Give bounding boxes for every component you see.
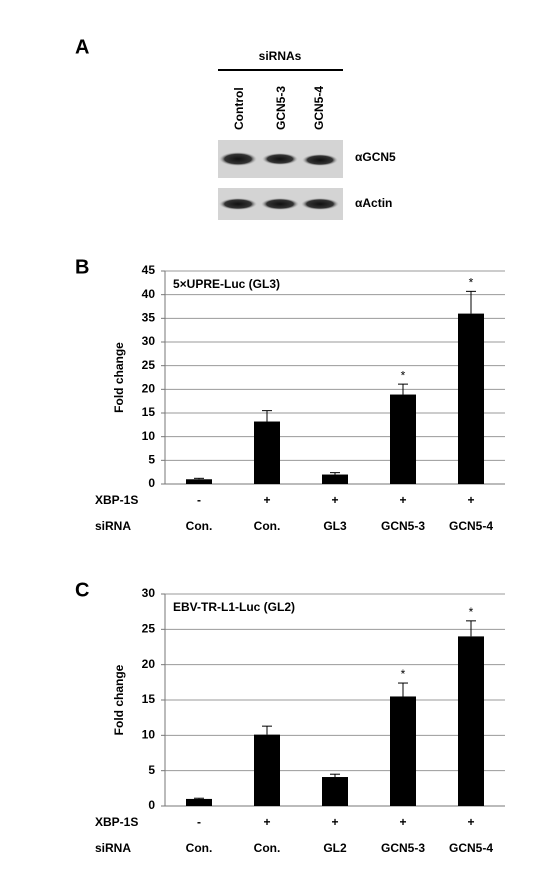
bar <box>186 798 212 806</box>
xbp1s-value: - <box>197 493 201 507</box>
xbp1s-value: + <box>331 815 338 829</box>
x-tick-label: GL3 <box>323 519 347 533</box>
xbp1s-value: + <box>331 493 338 507</box>
significance: * <box>401 368 406 382</box>
y-tick-label: 30 <box>142 334 156 348</box>
blot-label: αGCN5 <box>355 150 396 164</box>
y-tick-label: 5 <box>148 453 155 467</box>
x-tick-label: GCN5-4 <box>449 841 493 855</box>
blot-label: αActin <box>355 196 392 210</box>
blot-header: siRNAs <box>259 49 302 63</box>
significance: * <box>469 276 474 290</box>
bar <box>322 777 348 806</box>
lane-label: GCN5-4 <box>312 86 326 130</box>
row-label: siRNA <box>95 519 131 533</box>
x-tick-label: Con. <box>186 519 213 533</box>
y-tick-label: 35 <box>142 311 156 325</box>
bar <box>186 479 212 484</box>
bar <box>390 394 416 484</box>
bar <box>458 313 484 484</box>
title-bg <box>169 276 291 294</box>
x-tick-label: Con. <box>254 519 281 533</box>
chart-title: 5×UPRE-Luc (GL3) <box>173 277 280 291</box>
panel-label: B <box>75 256 89 278</box>
y-tick-label: 25 <box>142 358 156 372</box>
xbp1s-value: - <box>197 815 201 829</box>
y-tick-label: 10 <box>142 728 156 742</box>
title-bg <box>169 599 312 617</box>
xbp1s-value: + <box>263 493 270 507</box>
xbp1s-value: + <box>399 815 406 829</box>
y-tick-label: 10 <box>142 429 156 443</box>
y-tick-label: 25 <box>142 622 156 636</box>
x-tick-label: Con. <box>186 841 213 855</box>
x-tick-label: GCN5-4 <box>449 519 493 533</box>
y-tick-label: 5 <box>148 763 155 777</box>
panel-label: A <box>75 36 89 58</box>
lane-label: Control <box>232 87 246 130</box>
y-axis-label: Fold change <box>112 664 126 735</box>
y-tick-label: 20 <box>142 657 156 671</box>
y-tick-label: 15 <box>142 692 156 706</box>
band <box>219 198 257 210</box>
y-tick-label: 40 <box>142 287 156 301</box>
row-label: siRNA <box>95 841 131 855</box>
band <box>302 154 338 166</box>
band <box>261 198 299 210</box>
band <box>301 198 339 210</box>
y-tick-label: 0 <box>148 798 155 812</box>
band <box>219 152 257 166</box>
chart-title: EBV-TR-L1-Luc (GL2) <box>173 600 295 614</box>
xbp1s-value: + <box>467 493 474 507</box>
y-tick-label: 15 <box>142 405 156 419</box>
xbp1s-value: + <box>467 815 474 829</box>
x-tick-label: Con. <box>254 841 281 855</box>
y-tick-label: 20 <box>142 382 156 396</box>
x-tick-label: GL2 <box>323 841 347 855</box>
significance: * <box>469 605 474 619</box>
lane-label: GCN5-3 <box>274 86 288 130</box>
panel-label: C <box>75 579 89 601</box>
row-label: XBP-1S <box>95 493 138 507</box>
y-tick-label: 30 <box>142 586 156 600</box>
bar <box>254 734 280 806</box>
row-label: XBP-1S <box>95 815 138 829</box>
x-tick-label: GCN5-3 <box>381 519 425 533</box>
y-tick-label: 45 <box>142 263 156 277</box>
bar <box>390 696 416 806</box>
bar <box>254 421 280 484</box>
y-tick-label: 0 <box>148 476 155 490</box>
xbp1s-value: + <box>399 493 406 507</box>
bar <box>322 474 348 484</box>
xbp1s-value: + <box>263 815 270 829</box>
panel-a: A siRNAs Control GCN5-3 GCN5-4 αGCN5 αAc… <box>75 36 396 220</box>
y-axis-label: Fold change <box>112 342 126 413</box>
bar <box>458 636 484 806</box>
x-tick-label: GCN5-3 <box>381 841 425 855</box>
significance: * <box>401 667 406 681</box>
band <box>262 153 298 165</box>
